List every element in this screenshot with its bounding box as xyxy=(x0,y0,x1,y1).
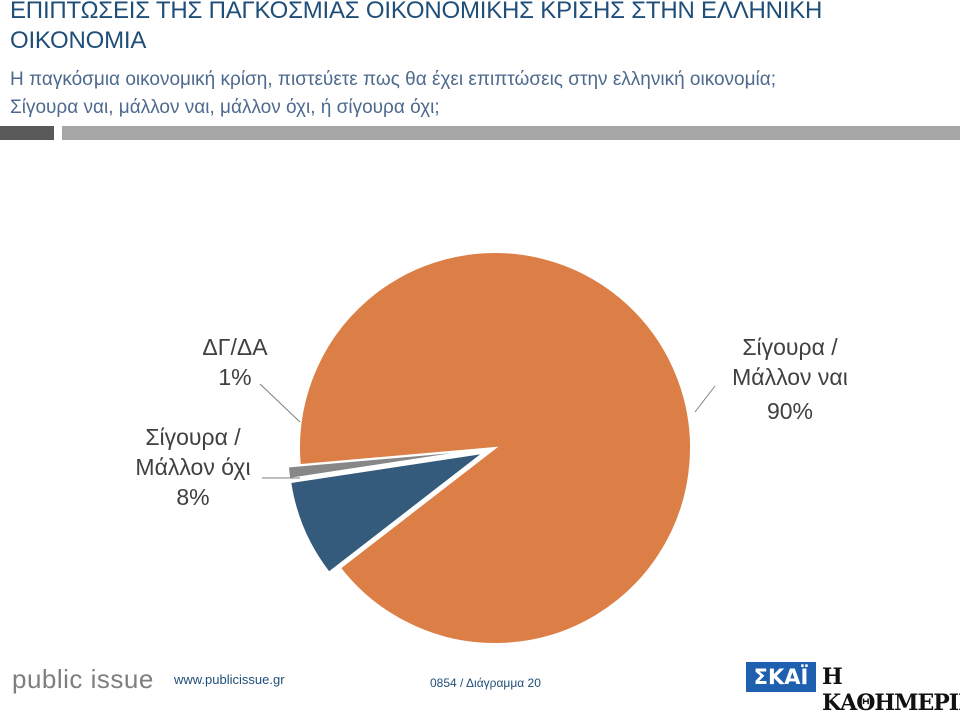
divider-bar-dark xyxy=(0,126,54,140)
website-link[interactable]: www.publicissue.gr xyxy=(174,672,285,687)
pie-chart: ΔΓ/ΔΑ 1% Σίγουρα / Μάλλον όχι 8% Σίγουρα… xyxy=(0,150,960,660)
pie-slice-yes xyxy=(298,251,692,645)
slide-code: 0854 / Διάγραμμα 20 xyxy=(430,676,541,690)
label-not: Σίγουρα / Μάλλον όχι 8% xyxy=(118,422,268,512)
label-not-value: 8% xyxy=(176,484,210,510)
skai-logo: ΣΚΑΪ xyxy=(746,662,816,692)
label-dg-da-name: ΔΓ/ΔΑ xyxy=(202,334,268,360)
pie-slice-not xyxy=(289,451,488,575)
question-line-2: Σίγουρα ναι, μάλλον ναι, μάλλον όχι, ή σ… xyxy=(10,97,440,118)
label-not-line1: Σίγουρα / xyxy=(145,424,241,450)
leader-line-dg-da xyxy=(259,383,301,423)
label-not-line2: Μάλλον όχι xyxy=(135,454,251,480)
label-yes: Σίγουρα / Μάλλον ναι 90% xyxy=(708,332,872,426)
label-yes-line1: Σίγουρα / xyxy=(742,334,838,360)
label-dg-da: ΔΓ/ΔΑ 1% xyxy=(180,332,290,392)
label-dg-da-value: 1% xyxy=(218,364,252,390)
page-title: ΕΠΙΠΤΩΣΕΙΣ ΤΗΣ ΠΑΓΚΟΣΜΙΑΣ ΟΙΚΟΝΟΜΙΚΗΣ ΚΡ… xyxy=(10,0,823,54)
brand-logo: public issue xyxy=(12,664,154,694)
survey-question: Η παγκόσμια οικονομική κρίση, πιστεύετε … xyxy=(10,66,950,122)
divider-bar-light xyxy=(62,126,960,140)
pie-slice-dg-da xyxy=(286,448,484,480)
footer: public issue www.publicissue.gr 0854 / Δ… xyxy=(0,658,960,716)
kathimerini-logo: Η ΚΑΘΗΜΕΡΙΝΗ xyxy=(822,664,960,716)
leader-line-yes xyxy=(694,385,716,413)
question-line-1: Η παγκόσμια οικονομική κρίση, πιστεύετε … xyxy=(10,69,777,90)
pie-chart-svg xyxy=(259,251,716,645)
label-yes-line2: Μάλλον ναι xyxy=(732,364,848,390)
label-yes-value: 90% xyxy=(766,398,814,424)
